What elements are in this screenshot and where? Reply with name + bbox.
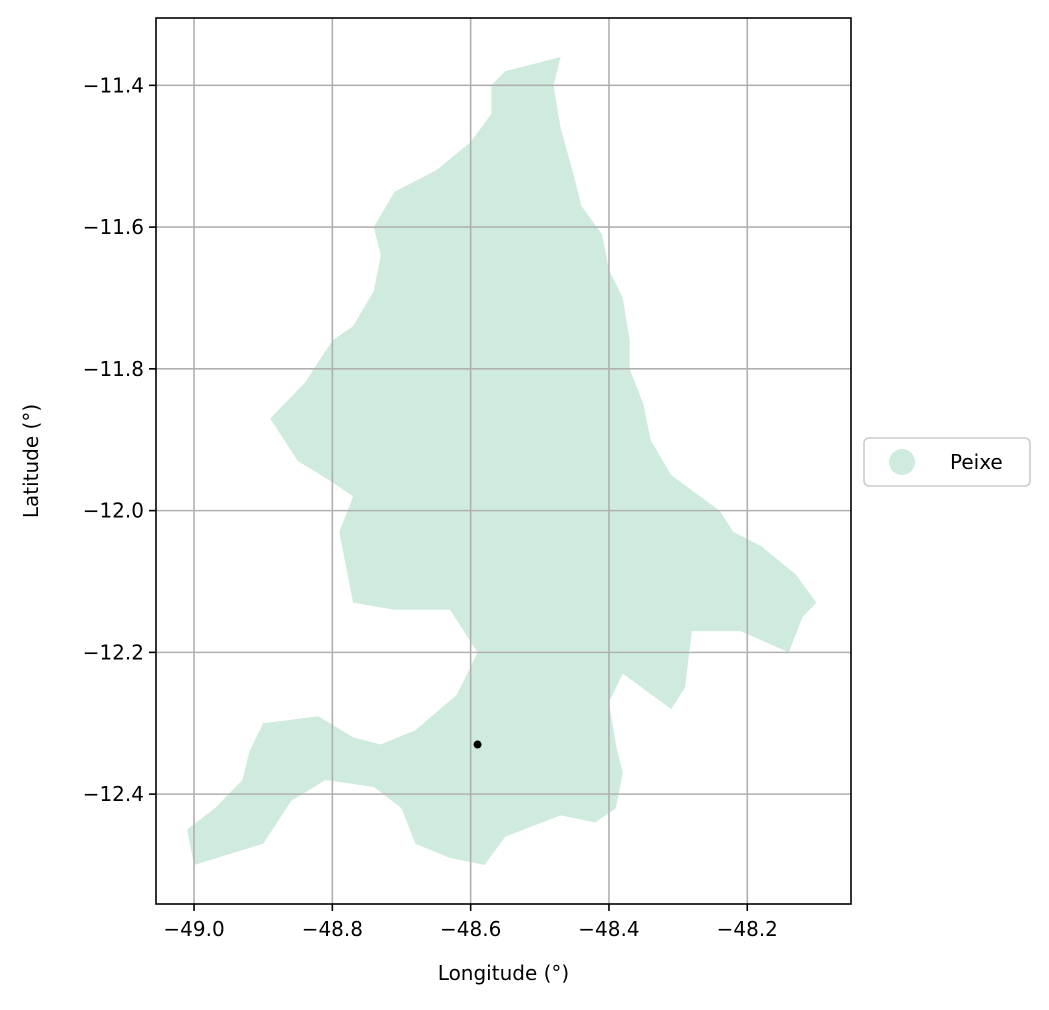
y-axis-label: Latitude (°) <box>19 404 43 518</box>
x-tick-label: −48.2 <box>717 917 778 941</box>
y-tick-label: −12.2 <box>83 640 144 664</box>
x-tick-label: −48.6 <box>440 917 501 941</box>
y-tick-label: −11.4 <box>83 73 144 97</box>
y-tick-label: −12.0 <box>83 499 144 523</box>
x-tick-label: −48.8 <box>302 917 363 941</box>
x-tick-label: −49.0 <box>163 917 224 941</box>
y-tick-label: −11.8 <box>83 357 144 381</box>
legend-box <box>863 437 1031 487</box>
point-marker <box>473 740 482 749</box>
x-tick-label: −48.4 <box>578 917 639 941</box>
region-peixe <box>187 57 817 865</box>
y-tick-label: −12.4 <box>83 782 144 806</box>
y-tick-label: −11.6 <box>83 215 144 239</box>
axes-frame <box>155 17 852 905</box>
legend-swatch <box>889 449 915 475</box>
legend-label: Peixe <box>950 450 1003 474</box>
legend: Peixe <box>863 437 1031 487</box>
x-axis-label: Longitude (°) <box>438 961 569 985</box>
plot-area: −49.0 −48.8 −48.6 −48.4 −48.2 −11.4 −11.6 −11.8… <box>19 17 852 985</box>
